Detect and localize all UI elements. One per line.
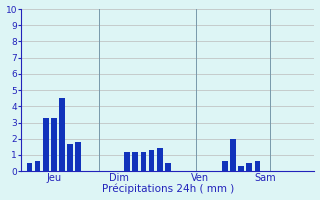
Bar [124,152,130,171]
Bar [51,118,57,171]
Bar [35,161,40,171]
Bar [132,152,138,171]
Bar [157,148,163,171]
Bar [246,163,252,171]
Bar [43,118,49,171]
Bar [27,163,32,171]
X-axis label: Précipitations 24h ( mm ): Précipitations 24h ( mm ) [102,184,234,194]
Bar [255,161,260,171]
Bar [59,98,65,171]
Bar [222,161,228,171]
Bar [67,144,73,171]
Bar [149,150,154,171]
Bar [165,163,171,171]
Bar [76,142,81,171]
Bar [230,139,236,171]
Bar [238,166,244,171]
Bar [140,152,146,171]
